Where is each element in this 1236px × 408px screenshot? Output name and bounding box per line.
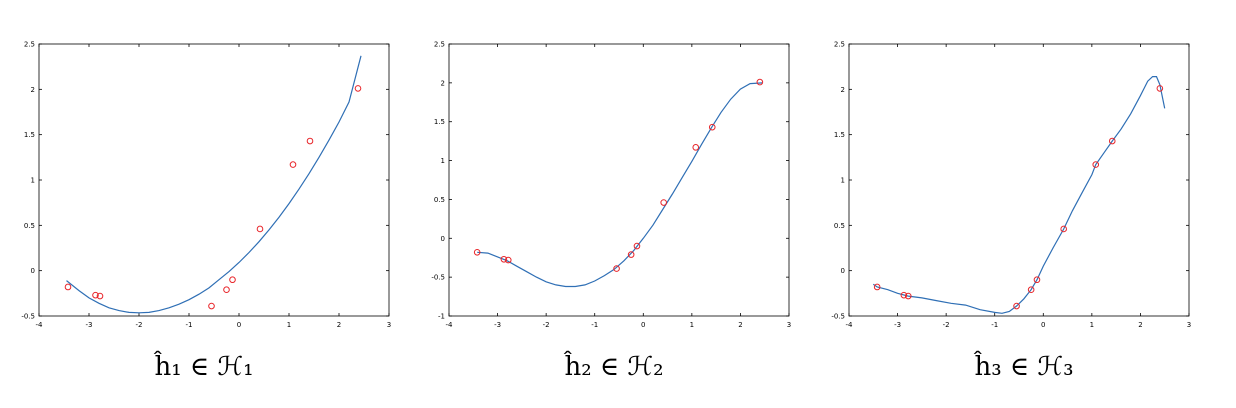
y-tick-label: 2 (31, 86, 35, 94)
x-tick-label: 3 (787, 321, 791, 329)
y-tick-label: 0.5 (434, 196, 445, 204)
x-tick-label: 0 (237, 321, 241, 329)
x-tick-label: 2 (738, 321, 742, 329)
x-tick-label: 2 (1138, 321, 1142, 329)
y-tick-label: 0.5 (24, 222, 35, 230)
data-point (1027, 286, 1035, 294)
x-tick-label: 0 (641, 321, 645, 329)
y-tick-label: -1 (438, 313, 445, 321)
data-point (1060, 225, 1067, 233)
x-tick-label: -4 (36, 321, 44, 329)
axes-box (448, 43, 790, 317)
chart-panel-1: -4 -3 -2 -1 0 1 2 3 -0.5 0 0.5 1 1.5 2 2.5 (0, 0, 400, 349)
y-tick-label: -0.5 (831, 313, 845, 321)
x-tick-label: 2 (337, 321, 341, 329)
x-tick-label: 1 (287, 321, 291, 329)
data-point (504, 256, 512, 264)
x-tick-label: -2 (543, 321, 550, 329)
data-point (904, 292, 912, 300)
data-point (660, 199, 667, 206)
x-tick-label: -3 (494, 321, 501, 329)
chart-panel-3: -4 -3 -2 -1 0 1 2 3 -0.5 0 0.5 1 1.5 2 2.5 (820, 0, 1220, 349)
y-tick-label: -0.5 (21, 313, 35, 321)
y-tick-label: 0.5 (834, 222, 845, 230)
caption-1: ĥ₁ ∈ ℋ₁ (154, 352, 254, 382)
data-point (633, 242, 641, 250)
data-point (708, 123, 716, 131)
fit-curve (66, 55, 362, 314)
data-point (613, 265, 620, 272)
data-point (692, 144, 700, 151)
y-tick-label: 1.5 (24, 131, 35, 139)
y-tick-label: 1 (441, 157, 445, 165)
data-point (756, 78, 764, 86)
y-tick-label: 1.5 (834, 131, 845, 139)
y-tick-label: 0 (441, 235, 445, 243)
chart-panel-2: -4 -3 -2 -1 0 1 2 3 -1 -0.5 0 0.5 1 1.5 2 2.5 (410, 0, 810, 349)
y-tick-label: 0 (841, 267, 845, 275)
y-tick-label: 1.5 (434, 118, 445, 126)
data-point (96, 292, 104, 300)
data-point (229, 276, 236, 284)
y-tick-label: 2.5 (434, 41, 445, 49)
data-point (1033, 276, 1041, 284)
y-tick-label: -0.5 (431, 274, 445, 282)
x-tick-label: 3 (387, 321, 391, 329)
data-point (1013, 302, 1020, 310)
x-tick-label: -1 (186, 321, 193, 329)
x-tick-label: 1 (1090, 321, 1094, 329)
x-tick-label: -2 (943, 321, 950, 329)
data-point (873, 283, 881, 291)
data-point (900, 291, 908, 299)
x-tick-label: -1 (591, 321, 598, 329)
data-point (1156, 85, 1164, 92)
y-tick-label: 2 (841, 86, 845, 94)
x-tick-label: -4 (446, 321, 454, 329)
x-tick-label: -3 (86, 321, 93, 329)
x-tick-label: -1 (991, 321, 998, 329)
data-point (354, 85, 362, 92)
data-point (1092, 161, 1100, 168)
y-tick-label: 2.5 (834, 41, 845, 49)
data-point (289, 161, 297, 168)
data-point (92, 291, 99, 299)
fit-curve (872, 76, 1166, 314)
data-point (500, 255, 508, 263)
data-point (1108, 137, 1116, 145)
x-tick-label: 0 (1041, 321, 1045, 329)
data-point (306, 137, 314, 145)
plot-2: -4 -3 -2 -1 0 1 2 3 -1 -0.5 0 0.5 1 1.5 2 2.5 (431, 41, 791, 330)
data-point (627, 251, 635, 258)
x-tick-label: -3 (894, 321, 901, 329)
caption-3: ĥ₃ ∈ ℋ₃ (974, 352, 1074, 382)
y-tick-label: 2.5 (24, 41, 35, 49)
caption-2: ĥ₂ ∈ ℋ₂ (564, 352, 664, 382)
x-tick-label: -4 (846, 321, 854, 329)
plot-1: -4 -3 -2 -1 0 1 2 3 -0.5 0 0.5 1 1.5 2 2.5 (21, 41, 391, 330)
axes-box (848, 43, 1190, 317)
data-point (256, 225, 264, 233)
y-tick-label: 0 (31, 267, 35, 275)
y-tick-label: 2 (441, 79, 445, 87)
data-point (473, 248, 481, 256)
plot-3: -4 -3 -2 -1 0 1 2 3 -0.5 0 0.5 1 1.5 2 2.5 (831, 41, 1191, 330)
x-tick-label: 1 (690, 321, 694, 329)
axes-box (38, 43, 390, 317)
data-point (64, 283, 72, 291)
y-tick-label: 1 (841, 177, 845, 185)
y-tick-label: 1 (31, 177, 35, 185)
x-tick-label: 3 (1187, 321, 1191, 329)
x-tick-label: -2 (136, 321, 143, 329)
data-point (208, 302, 215, 310)
data-point (223, 286, 230, 294)
fit-curve (477, 82, 763, 288)
